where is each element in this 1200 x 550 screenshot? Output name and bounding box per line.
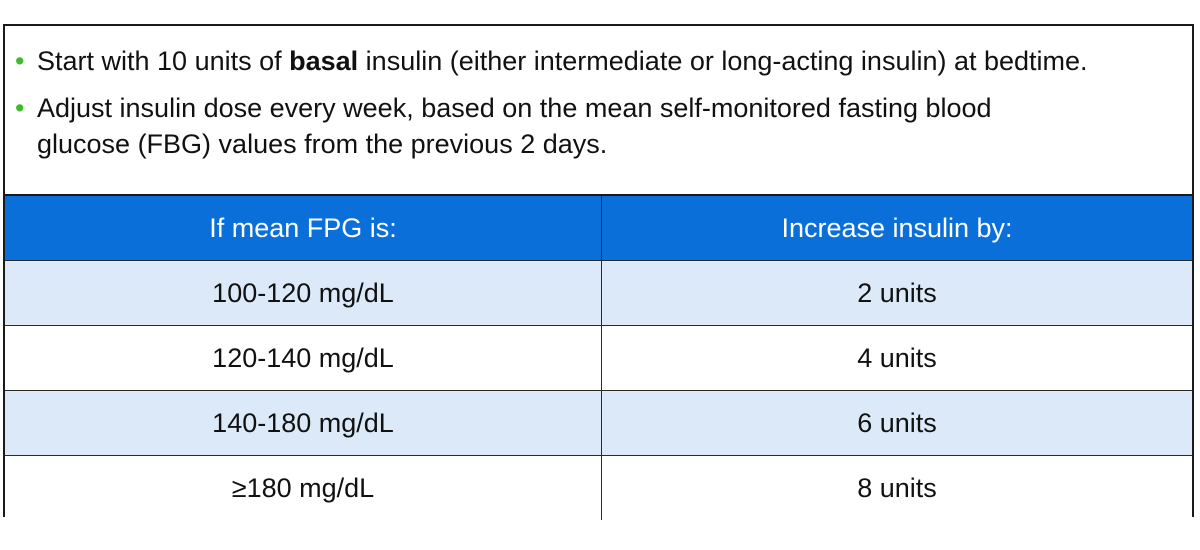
insulin-increase-cell: 6 units — [601, 390, 1192, 456]
instruction-item-adjust-dose: • Adjust insulin dose every week, based … — [15, 90, 1192, 162]
bullet-icon: • — [15, 93, 25, 123]
emphasis-basal: basal — [289, 46, 359, 76]
instruction-item-start-dose: • Start with 10 units of basal insulin (… — [15, 43, 1192, 79]
fpg-range-cell: 140-180 mg/dL — [5, 390, 602, 456]
table-header-row: If mean FPG is: Increase insulin by: — [5, 196, 1192, 261]
bullet-icon: • — [15, 46, 25, 76]
insulin-increase-cell: 4 units — [601, 325, 1192, 391]
column-header-increase: Increase insulin by: — [601, 196, 1192, 261]
fpg-range-cell: ≥180 mg/dL — [5, 455, 602, 520]
dosing-panel: • Start with 10 units of basal insulin (… — [3, 24, 1194, 520]
instruction-text: Start with 10 units of basal insulin (ei… — [37, 46, 1088, 76]
instruction-text-line-1: Adjust insulin dose every week, based on… — [37, 93, 992, 123]
table-row: 120-140 mg/dL 4 units — [5, 325, 1192, 391]
instruction-notes: • Start with 10 units of basal insulin (… — [5, 26, 1192, 196]
insulin-increase-cell: 8 units — [601, 455, 1192, 520]
table-row: 140-180 mg/dL 6 units — [5, 390, 1192, 456]
fpg-range-cell: 120-140 mg/dL — [5, 325, 602, 391]
dose-adjustment-table: If mean FPG is: Increase insulin by: 100… — [5, 196, 1192, 520]
table-row: ≥180 mg/dL 8 units — [5, 455, 1192, 520]
fpg-range-cell: 100-120 mg/dL — [5, 260, 602, 326]
table-row: 100-120 mg/dL 2 units — [5, 260, 1192, 326]
insulin-increase-cell: 2 units — [601, 260, 1192, 326]
instruction-text-line-2: glucose (FBG) values from the previous 2… — [37, 129, 608, 159]
column-header-fpg: If mean FPG is: — [5, 196, 602, 261]
